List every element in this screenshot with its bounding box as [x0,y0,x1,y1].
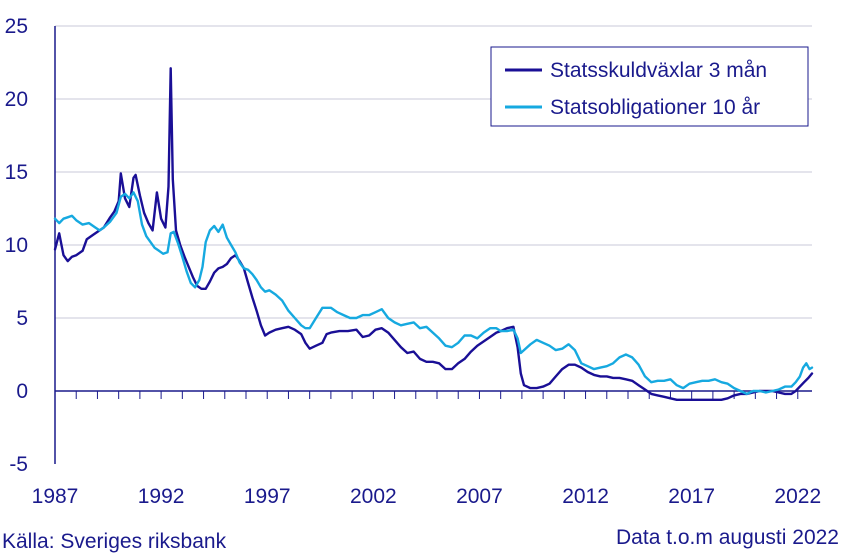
y-tick-label: 10 [5,234,28,257]
x-tick-label: 2022 [774,485,821,508]
y-tick-label: 15 [5,161,28,184]
y-tick-label: 25 [5,15,28,38]
x-tick-label: 2017 [668,485,715,508]
x-tick-label: 1992 [138,485,185,508]
legend-box [490,46,809,127]
x-tick-label: 2007 [456,485,503,508]
x-tick-label: 1997 [244,485,291,508]
zero-axis-group [54,390,812,399]
legend-label-2: Statsobligationer 10 år [550,96,760,119]
series-line-1 [53,67,814,401]
x-tick-label: 2012 [562,485,609,508]
source-note: Källa: Sveriges riksbank [2,530,227,553]
x-tick-label: 2002 [350,485,397,508]
series-layer [53,67,814,401]
legend-label-1: Statsskuldväxlar 3 mån [550,59,767,82]
legend: Statsskuldväxlar 3 mån Statsobligationer … [490,46,809,127]
y-tick-label: 0 [16,380,28,403]
x-axis: 1987 1992 1997 2002 2007 2012 2017 2022 [32,485,821,508]
y-tick-label: 20 [5,88,28,111]
y-tick-label: 5 [16,307,28,330]
data-period-note: Data t.o.m augusti 2022 [616,526,839,549]
y-tick-label: -5 [9,453,28,476]
series-line-2 [53,191,814,396]
x-tick-label: 1987 [32,485,79,508]
y-axis: -5 0 5 10 15 20 25 [5,15,56,476]
